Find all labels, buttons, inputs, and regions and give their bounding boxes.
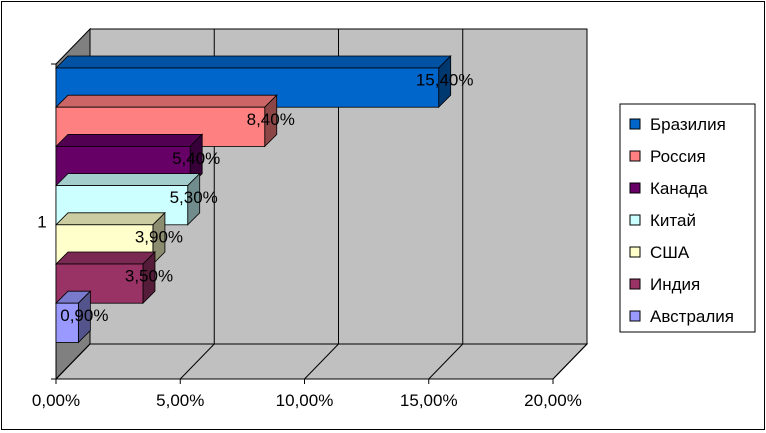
floor-gridline: [179, 343, 215, 380]
data-label: 5,40%: [172, 149, 220, 168]
floor-gridline: [552, 343, 588, 380]
legend-swatch: [629, 182, 641, 194]
legend-swatch: [629, 118, 641, 130]
floor-gridline: [304, 343, 339, 380]
legend-label: Россия: [650, 147, 706, 166]
legend-swatch: [629, 278, 641, 290]
bar-top-face: [55, 251, 156, 265]
x-tick-label: 20,00%: [524, 391, 582, 410]
data-label: 0,90%: [60, 306, 108, 325]
legend-swatch: [629, 150, 641, 162]
bar: [55, 290, 92, 344]
x-tick-label: 10,00%: [276, 391, 334, 410]
bar-top-face: [55, 55, 452, 69]
bar-top-face: [55, 212, 166, 226]
legend-label: Индия: [650, 275, 700, 294]
bar-front-face: [55, 302, 79, 343]
data-label: 3,50%: [125, 267, 173, 286]
data-label: 5,30%: [170, 188, 218, 207]
bar-top-face: [55, 133, 204, 147]
floor-gridline: [55, 343, 91, 380]
bar-top-face: [55, 94, 278, 108]
legend-swatch: [629, 214, 641, 226]
data-label: 8,40%: [247, 110, 295, 129]
x-tick-label: 15,00%: [400, 391, 458, 410]
legend-label: США: [650, 243, 690, 262]
legend-label: Австралия: [650, 307, 734, 326]
bar: [55, 251, 156, 305]
data-label: 15,40%: [416, 71, 474, 90]
y-category-label: 1: [37, 213, 46, 232]
bar-top-face: [55, 173, 201, 187]
x-tick-label: 5,00%: [156, 391, 204, 410]
legend-label: Китай: [650, 211, 696, 230]
legend-swatch: [629, 246, 641, 258]
data-label: 3,90%: [135, 227, 183, 246]
floor-gridline: [428, 343, 464, 380]
legend-label: Канада: [650, 179, 708, 198]
legend-swatch: [629, 310, 641, 322]
legend-label: Бразилия: [650, 115, 726, 134]
x-tick-label: 0,00%: [32, 391, 80, 410]
legend: [619, 103, 756, 333]
